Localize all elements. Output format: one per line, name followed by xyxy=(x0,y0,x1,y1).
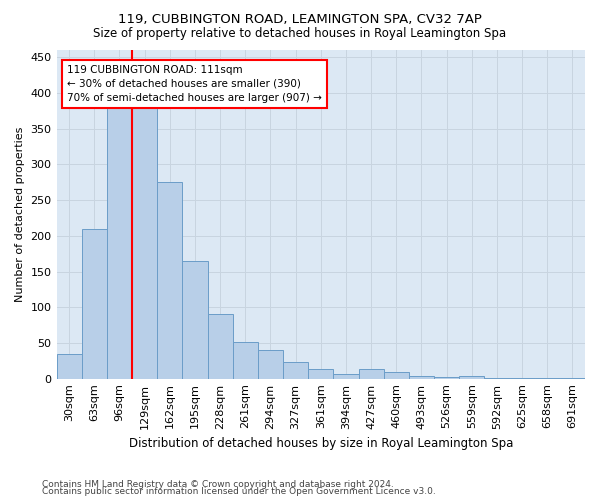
Bar xyxy=(258,350,283,378)
Bar xyxy=(409,376,434,378)
Text: Contains HM Land Registry data © Crown copyright and database right 2024.: Contains HM Land Registry data © Crown c… xyxy=(42,480,394,489)
Text: 119 CUBBINGTON ROAD: 111sqm
← 30% of detached houses are smaller (390)
70% of se: 119 CUBBINGTON ROAD: 111sqm ← 30% of det… xyxy=(67,65,322,103)
Bar xyxy=(308,370,334,378)
Bar xyxy=(283,362,308,378)
Bar xyxy=(56,354,82,378)
Bar xyxy=(157,182,182,378)
Bar xyxy=(132,107,157,378)
Bar xyxy=(459,376,484,378)
Text: Size of property relative to detached houses in Royal Leamington Spa: Size of property relative to detached ho… xyxy=(94,28,506,40)
Bar xyxy=(82,228,107,378)
Bar xyxy=(233,342,258,378)
Bar xyxy=(208,314,233,378)
Text: 119, CUBBINGTON ROAD, LEAMINGTON SPA, CV32 7AP: 119, CUBBINGTON ROAD, LEAMINGTON SPA, CV… xyxy=(118,12,482,26)
Bar xyxy=(334,374,359,378)
Y-axis label: Number of detached properties: Number of detached properties xyxy=(15,126,25,302)
X-axis label: Distribution of detached houses by size in Royal Leamington Spa: Distribution of detached houses by size … xyxy=(128,437,513,450)
Bar xyxy=(107,107,132,378)
Text: Contains public sector information licensed under the Open Government Licence v3: Contains public sector information licen… xyxy=(42,488,436,496)
Bar xyxy=(383,372,409,378)
Bar xyxy=(359,370,383,378)
Bar xyxy=(182,261,208,378)
